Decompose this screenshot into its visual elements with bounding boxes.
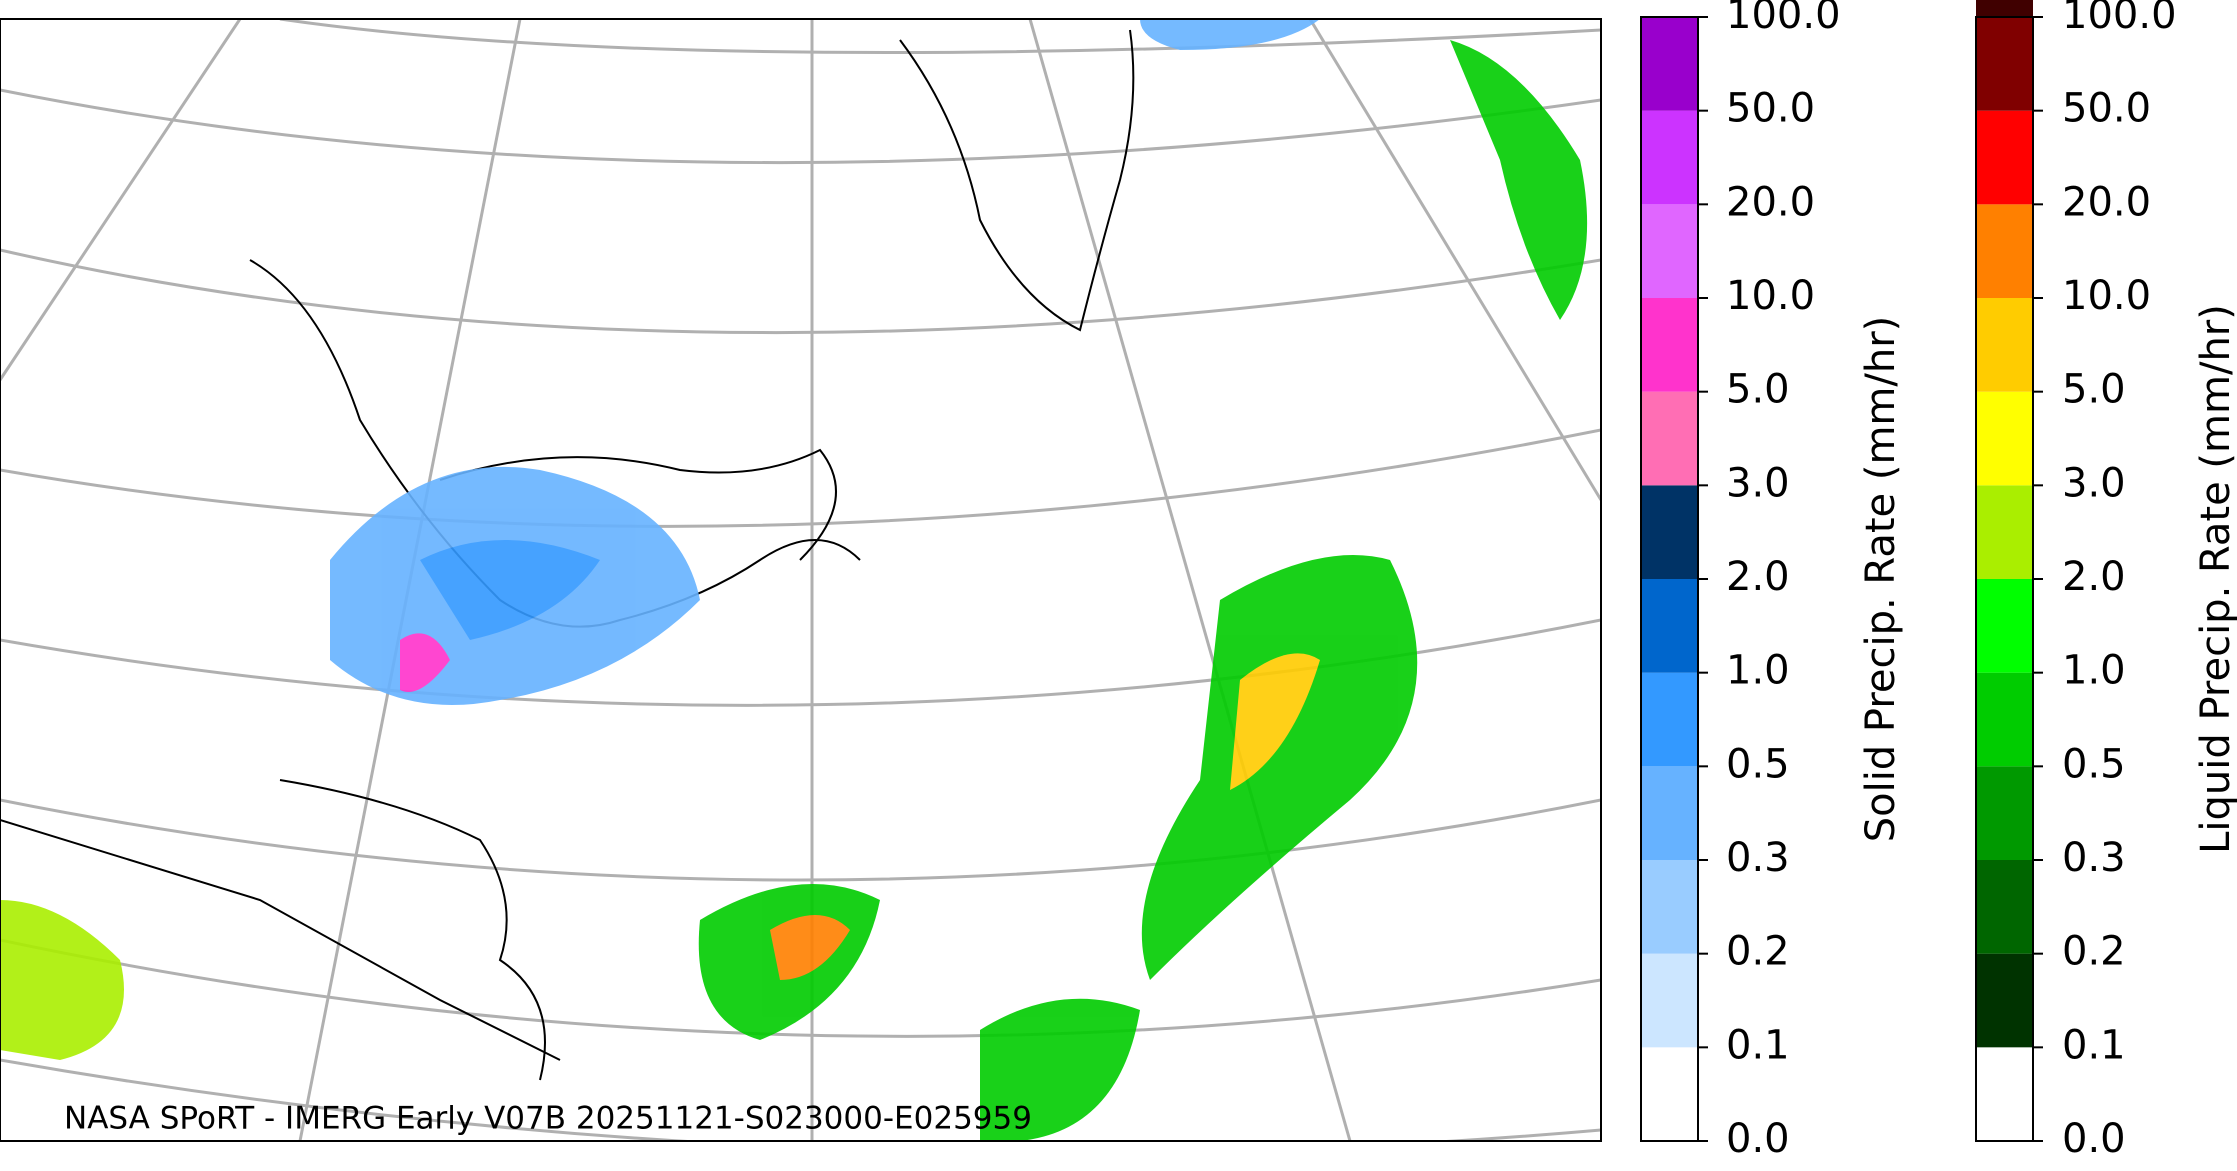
colorbar-segment [1641, 485, 1698, 579]
colorbar-segment [1641, 391, 1698, 486]
tick-label: 3.0 [2062, 460, 2126, 506]
tick-label: 0.2 [1726, 929, 1790, 975]
tick-label: 10.0 [2062, 273, 2151, 319]
colorbar-segment [1976, 1047, 2033, 1141]
colorbar-segment [1641, 672, 1698, 767]
tick-label: 20.0 [1726, 179, 1815, 225]
tick-label: 0.5 [1726, 741, 1790, 787]
credit: NASA SPoRT - IMERG Early V07B 20251121-S… [64, 1101, 1032, 1137]
colorbar-segment [1976, 485, 2033, 579]
tick-label: 0.1 [2062, 1022, 2126, 1068]
colorbar-segment [1976, 0, 2033, 17]
colorbar-segment [1976, 298, 2033, 392]
tick-label: 3.0 [1726, 460, 1790, 506]
colorbar-segment [1641, 1047, 1698, 1141]
colorbar-segment [1641, 766, 1698, 860]
tick-label: 0.1 [1726, 1022, 1790, 1068]
colorbar-label: Liquid Precip. Rate (mm/hr) [2193, 304, 2237, 854]
colorbar-segment [1976, 579, 2033, 673]
tick-label: 5.0 [1726, 367, 1790, 413]
colorbar-label: Solid Precip. Rate (mm/hr) [1858, 316, 1904, 843]
colorbar-segment [1641, 204, 1698, 298]
map-frame [0, 18, 1602, 1142]
tick-label: 2.0 [2062, 554, 2126, 600]
tick-label: 1.0 [2062, 648, 2126, 694]
colorbar-segment [1641, 298, 1698, 392]
colorbar-segment [1641, 110, 1698, 205]
map: NASA SPoRT - IMERG Early V07B 20251121-S… [0, 18, 1602, 1142]
tick-label: 5.0 [2062, 367, 2126, 413]
precipitation [0, 19, 1588, 1141]
colorbar-segment [1976, 204, 2033, 298]
tick-label: 50.0 [1726, 86, 1815, 132]
tick-label: 100.0 [1726, 0, 1841, 38]
tick-label: 0.2 [2062, 929, 2126, 975]
colorbar-segment [1641, 579, 1698, 673]
tick-label: 0.5 [2062, 741, 2126, 787]
colorbar-segment [1976, 953, 2033, 1048]
colorbar-segment [1976, 672, 2033, 767]
colorbar-segment [1641, 860, 1698, 954]
tick-label: 0.3 [1726, 835, 1790, 881]
colorbar-segment [1976, 17, 2033, 111]
tick-label: 1.0 [1726, 648, 1790, 694]
colorbar-segment [1976, 110, 2033, 205]
tick-label: 20.0 [2062, 179, 2151, 225]
tick-label: 0.0 [1726, 1116, 1790, 1162]
tick-label: 2.0 [1726, 554, 1790, 600]
tick-label: 0.0 [2062, 1116, 2126, 1162]
tick-label: 10.0 [1726, 273, 1815, 319]
colorbar-segment [1976, 766, 2033, 860]
tick-label: 100.0 [2062, 0, 2177, 38]
colorbar-segment [1641, 953, 1698, 1048]
colorbar-segment [1976, 391, 2033, 486]
colorbar-segment [1976, 860, 2033, 954]
tick-label: 50.0 [2062, 86, 2151, 132]
colorbar-segment [1641, 17, 1698, 111]
tick-label: 0.3 [2062, 835, 2126, 881]
